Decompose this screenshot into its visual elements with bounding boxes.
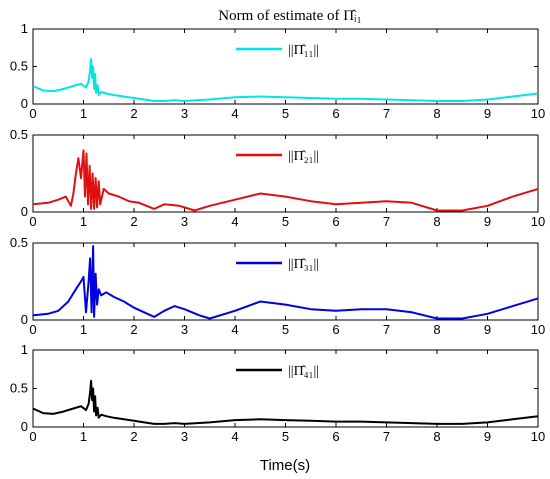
x-tick-label: 1 bbox=[80, 106, 87, 121]
y-tick-label: 0.5 bbox=[10, 235, 28, 250]
axes-frame bbox=[32, 134, 539, 213]
series-line-4 bbox=[32, 379, 539, 425]
x-tick-label: 0 bbox=[29, 214, 36, 229]
axes-frame bbox=[32, 349, 539, 428]
x-tick-label: 1 bbox=[80, 429, 87, 444]
x-tick-label: 4 bbox=[231, 106, 238, 121]
series-line-3 bbox=[32, 245, 539, 320]
x-tick-label: 7 bbox=[383, 106, 390, 121]
x-tick-label: 3 bbox=[181, 214, 188, 229]
x-tick-label: 8 bbox=[433, 429, 440, 444]
x-tick-label: 6 bbox=[332, 106, 339, 121]
y-tick-label: 0 bbox=[21, 96, 28, 111]
x-tick-label: 1 bbox=[80, 214, 87, 229]
y-tick-label: 0.5 bbox=[10, 127, 28, 142]
x-tick-label: 9 bbox=[484, 429, 491, 444]
x-tick-label: 5 bbox=[282, 214, 289, 229]
x-tick-label: 2 bbox=[130, 214, 137, 229]
legend-label: ||Π̂₃₁|| bbox=[288, 257, 319, 272]
x-tick-label: 4 bbox=[231, 322, 238, 337]
x-tick-label: 4 bbox=[231, 429, 238, 444]
y-tick-label: 0.5 bbox=[10, 381, 28, 396]
y-tick-label: 1 bbox=[21, 342, 28, 357]
x-tick-label: 6 bbox=[332, 429, 339, 444]
axes-frame bbox=[32, 28, 539, 105]
x-tick-label: 8 bbox=[433, 322, 440, 337]
y-tick-label: 0 bbox=[21, 419, 28, 434]
y-tick-label: 0 bbox=[21, 204, 28, 219]
x-tick-label: 3 bbox=[181, 429, 188, 444]
x-tick-label: 5 bbox=[282, 429, 289, 444]
x-tick-label: 6 bbox=[332, 214, 339, 229]
panel-4: 0 1 2 3 4 5 6 7 8 9 10 0 0.5 1 ||Π̂₄₁|| bbox=[10, 342, 545, 444]
y-tick-label: 1 bbox=[21, 21, 28, 36]
x-tick-label: 5 bbox=[282, 106, 289, 121]
y-tick-label: 0 bbox=[21, 312, 28, 327]
series-line-2 bbox=[32, 149, 539, 212]
series-line-1 bbox=[32, 58, 539, 102]
x-tick-label: 9 bbox=[484, 106, 491, 121]
x-axis-label: Time(s) bbox=[260, 457, 310, 474]
panel-2: 0 1 2 3 4 5 6 7 8 9 10 0 0.5 ||Π̂₂₁|| bbox=[10, 127, 545, 229]
x-tick-label: 3 bbox=[181, 322, 188, 337]
x-tick-label: 8 bbox=[433, 106, 440, 121]
y-tick-label: 0.5 bbox=[10, 59, 28, 74]
x-tick-label: 10 bbox=[531, 322, 545, 337]
x-tick-label: 9 bbox=[484, 214, 491, 229]
panel-3: 0 1 2 3 4 5 6 7 8 9 10 0 0.5 ||Π̂₃₁|| bbox=[10, 235, 545, 337]
x-tick-label: 4 bbox=[231, 214, 238, 229]
x-tick-label: 0 bbox=[29, 429, 36, 444]
legend-label: ||Π̂₄₁|| bbox=[288, 364, 319, 379]
x-tick-label: 7 bbox=[383, 429, 390, 444]
x-tick-label: 2 bbox=[130, 322, 137, 337]
x-tick-label: 6 bbox=[332, 322, 339, 337]
x-tick-label: 10 bbox=[531, 106, 545, 121]
x-tick-label: 0 bbox=[29, 322, 36, 337]
x-tick-label: 10 bbox=[531, 429, 545, 444]
x-tick-label: 2 bbox=[130, 106, 137, 121]
panel-1: 0 1 2 3 4 5 6 7 8 9 10 0 0.5 1 ||Π̂₁₁|| bbox=[10, 21, 545, 121]
chart-title: Norm of estimate of Π̂ᵢ₁ bbox=[218, 8, 361, 24]
axes-frame bbox=[32, 242, 539, 321]
x-tick-label: 3 bbox=[181, 106, 188, 121]
x-tick-label: 0 bbox=[29, 106, 36, 121]
x-tick-label: 9 bbox=[484, 322, 491, 337]
x-tick-label: 1 bbox=[80, 322, 87, 337]
x-tick-label: 7 bbox=[383, 214, 390, 229]
x-tick-label: 5 bbox=[282, 322, 289, 337]
x-tick-label: 8 bbox=[433, 214, 440, 229]
legend-label: ||Π̂₂₁|| bbox=[288, 149, 319, 164]
x-tick-label: 2 bbox=[130, 429, 137, 444]
x-tick-label: 10 bbox=[531, 214, 545, 229]
legend-label: ||Π̂₁₁|| bbox=[288, 43, 319, 58]
x-tick-label: 7 bbox=[383, 322, 390, 337]
